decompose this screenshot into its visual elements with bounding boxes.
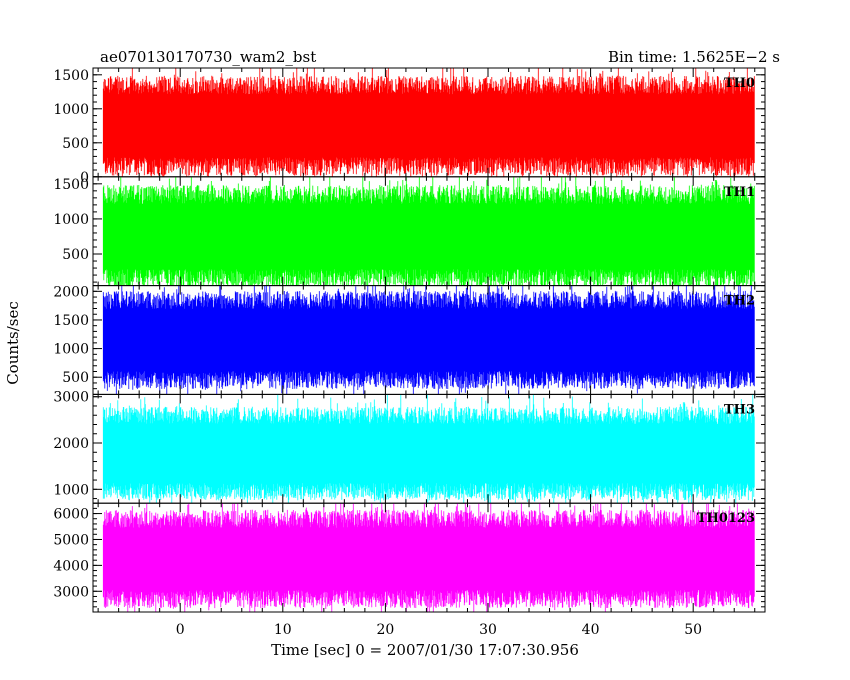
y-tick-label: 500 [62, 370, 89, 386]
bin-time-label: Bin time: 1.5625E−2 s [608, 48, 780, 66]
y-tick-label: 1000 [53, 482, 89, 498]
y-tick-label: 1000 [53, 342, 89, 358]
y-tick-label: 500 [62, 247, 89, 263]
x-tick-label: 0 [176, 622, 185, 638]
series-th3 [102, 394, 755, 504]
y-axis-label: Counts/sec [4, 301, 22, 385]
panel-label-th0123: TH0123 [697, 511, 755, 526]
chart-title: ae070130170730_wam2_bst [100, 48, 316, 66]
y-tick-label: 1500 [53, 68, 89, 84]
x-tick-label: 20 [376, 622, 394, 638]
panel-th3: 1000 2000 3000 TH3 [53, 390, 766, 504]
series-th0 [102, 68, 755, 177]
panel-th0: 0 500 1000 1500 TH0 [53, 67, 766, 186]
panel-label-th3: TH3 [724, 402, 755, 417]
y-tick-label: 500 [62, 136, 89, 152]
y-tick-label: 1000 [53, 212, 89, 228]
panel-th0123: 3000 4000 5000 6000 TH0123 [53, 502, 766, 613]
y-tick-label: 4000 [53, 558, 89, 574]
y-tick-label: 1000 [53, 102, 89, 118]
y-tick-label: 1500 [53, 313, 89, 329]
x-tick-label: 10 [274, 622, 292, 638]
y-tick-label: 3000 [53, 390, 89, 406]
y-tick-label: 2000 [53, 436, 89, 452]
panel-th2: 500 1000 1500 2000 TH2 [53, 284, 766, 395]
y-tick-label: 0 [80, 170, 89, 186]
x-tick-label: 40 [582, 622, 600, 638]
panel-label-th1: TH1 [724, 185, 755, 200]
series-th2 [102, 285, 755, 395]
y-tick-label: 5000 [53, 532, 89, 548]
panel-label-th2: TH2 [724, 294, 755, 309]
x-axis-label: Time [sec] 0 = 2007/01/30 17:07:30.956 [271, 641, 579, 659]
panel-frame [92, 502, 766, 613]
y-tick-label: 1500 [53, 177, 89, 193]
panels-layer: 0 500 1000 1500 TH0 500 1000 1500 TH1 500 1000 1500… [53, 67, 766, 613]
series-th0123 [102, 503, 755, 612]
y-tick-label: 6000 [53, 507, 89, 523]
panel-th1: 500 1000 1500 TH1 [53, 176, 766, 287]
series-th1 [102, 176, 755, 286]
x-axis: 0 10 20 30 40 50 [176, 622, 702, 638]
x-tick-label: 30 [479, 622, 497, 638]
panel-label-th0: TH0 [724, 76, 755, 91]
x-tick-label: 50 [684, 622, 702, 638]
y-tick-label: 2000 [53, 284, 89, 300]
y-tick-label: 3000 [53, 584, 89, 600]
